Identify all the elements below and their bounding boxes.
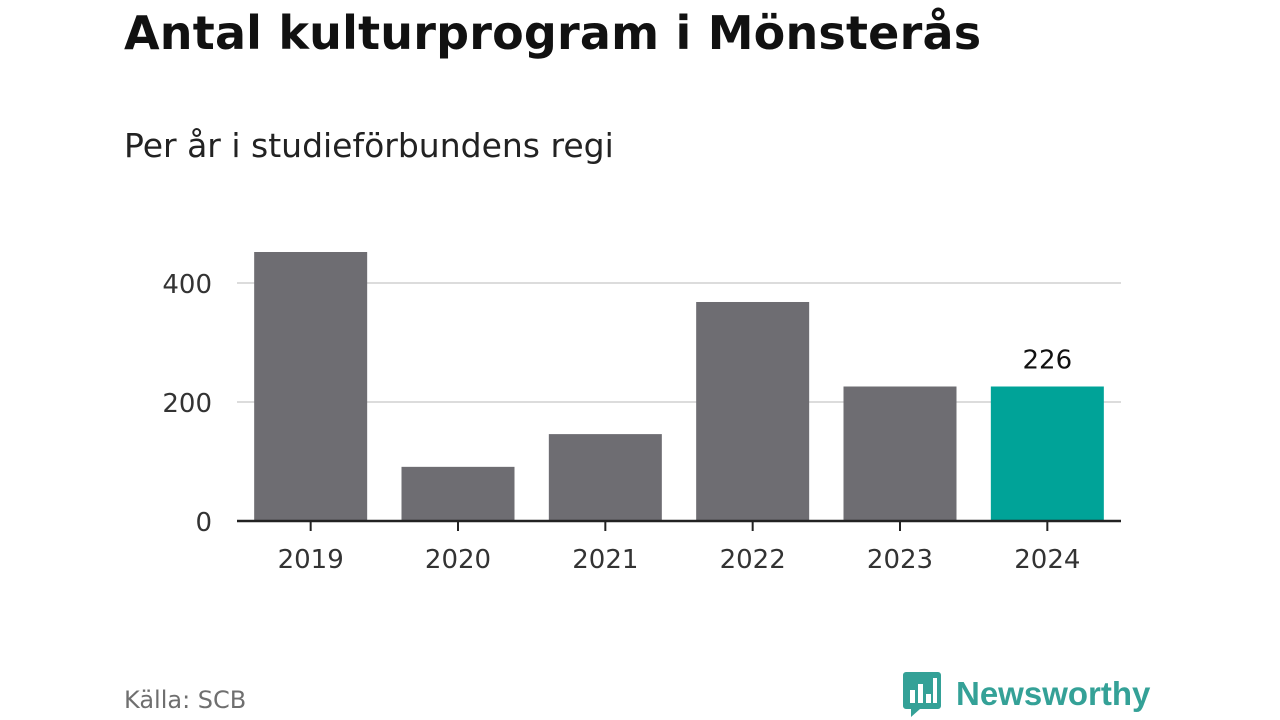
x-tick-label: 2020: [425, 545, 491, 575]
chart-subtitle: Per år i studieförbundens regi: [124, 126, 614, 165]
x-tick-label: 2022: [720, 545, 786, 575]
bar-2024: [990, 386, 1104, 521]
x-tick-label: 2021: [572, 545, 638, 575]
data-label: 226: [1023, 346, 1073, 376]
bar-2023: [843, 386, 957, 521]
bar-chart-speech-bubble-icon: [903, 672, 941, 717]
bar-2020: [401, 466, 515, 521]
x-tick-label: 2024: [1014, 545, 1080, 575]
brand-logo: Newsworthy: [902, 670, 1150, 718]
bar-chart: 0 200 400 2019 2020 2021 2022 2023 2024 226: [162, 252, 1121, 575]
y-tick-label: 400: [162, 270, 212, 300]
brand-name: Newsworthy: [956, 675, 1151, 712]
y-tick-label: 200: [162, 389, 212, 419]
y-tick-label: 0: [195, 508, 212, 538]
bar-2021: [548, 434, 662, 521]
x-tick-label: 2019: [278, 545, 344, 575]
bar-2019: [254, 252, 368, 521]
source-note: Källa: SCB: [124, 686, 247, 714]
bar-2022: [696, 301, 810, 521]
x-tick-label: 2023: [867, 545, 933, 575]
chart-title: Antal kulturprogram i Mönsterås: [124, 6, 982, 60]
